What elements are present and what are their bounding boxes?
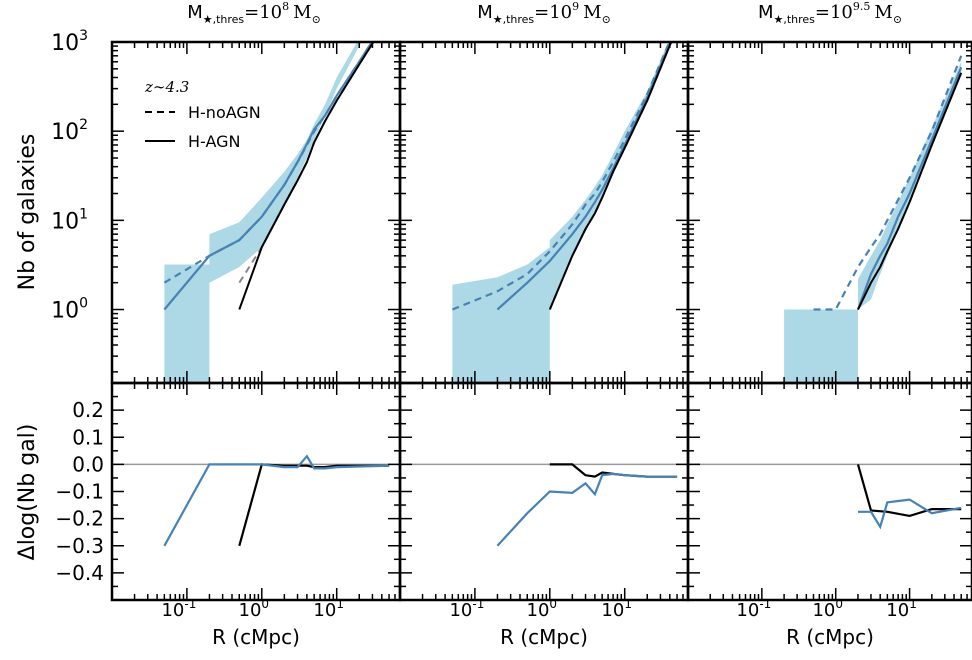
- series-line-blue-dashed: [813, 55, 963, 311]
- bottom-axes-frame: [686, 381, 972, 602]
- x-tick-label: 101: [601, 597, 632, 621]
- y-tick-label-bottom: 0.0: [72, 452, 104, 476]
- x-tick-label: 100: [527, 597, 558, 621]
- y-tick-label-bottom: −0.3: [55, 534, 104, 558]
- panel-3: 10-1 100 101 R (cMpc) M★,thres=109.5 M⊙: [686, 0, 972, 649]
- y-tick-label-bottom: −0.2: [55, 507, 104, 531]
- x-tick-label: 101: [886, 597, 917, 621]
- confidence-band: [452, 42, 672, 383]
- delta-line-blue: [496, 472, 678, 547]
- series-line-blue-solid: [163, 42, 374, 311]
- delta-line-blue: [163, 454, 390, 547]
- x-ticks: [687, 42, 972, 600]
- panel-1: 10-1 100 101 R (cMpc) M★,thres=108 M⊙ 100 101 10…: [51, 0, 402, 649]
- y-ticks-bottom: [400, 395, 688, 588]
- y-tick-label-bottom: 0.1: [72, 425, 104, 449]
- series-line-blue-solid: [856, 66, 963, 310]
- confidence-band: [164, 42, 362, 383]
- y-ticks-bottom: [688, 395, 972, 588]
- bottom-axes-frame: [398, 381, 690, 602]
- x-tick-label: 100: [239, 597, 270, 621]
- y-axis-label-top: Nb of galaxies: [15, 134, 40, 291]
- confidence-band: [784, 61, 962, 383]
- series-line-black-solid: [857, 72, 963, 310]
- x-tick-label: 10-1: [736, 597, 771, 621]
- series-line-black-solid: [548, 42, 673, 310]
- series-line-blue-solid: [496, 42, 672, 311]
- x-tick-label: 10-1: [449, 597, 484, 621]
- x-axis-label: R (cMpc): [500, 625, 588, 649]
- x-ticks: [111, 42, 401, 600]
- legend: z∼4.3 H-noAGN H-AGN: [144, 78, 261, 151]
- y-tick-label-top: 100: [51, 296, 88, 324]
- bottom-axes-frame: [110, 381, 402, 602]
- panel-title: M★,thres=109.5 M⊙: [758, 0, 902, 26]
- delta-line-black: [238, 463, 390, 547]
- y-ticks-bottom: [112, 395, 400, 588]
- x-axis-label: R (cMpc): [212, 625, 300, 649]
- x-tick-label: 10-1: [161, 597, 196, 621]
- y-tick-label-bottom: 0.2: [72, 398, 104, 422]
- x-axis-label: R (cMpc): [786, 625, 874, 649]
- panel-title: M★,thres=108 M⊙: [187, 0, 321, 26]
- panel-2: 10-1 100 101 R (cMpc) M★,thres=109 M⊙: [398, 0, 690, 649]
- legend-label: H-noAGN: [188, 103, 261, 122]
- series-line-blue-dashed: [451, 42, 671, 311]
- legend-redshift: z∼4.3: [144, 78, 189, 96]
- x-tick-label: 101: [313, 597, 344, 621]
- y-tick-label-bottom: −0.1: [55, 480, 104, 504]
- y-ticks-top: [688, 41, 972, 373]
- y-tick-label-top: 103: [51, 28, 88, 56]
- x-tick-label: 100: [812, 597, 843, 621]
- panel-title: M★,thres=109 M⊙: [477, 0, 611, 26]
- y-tick-label-top: 101: [51, 206, 88, 234]
- delta-line-black: [856, 464, 962, 518]
- y-tick-label-top: 102: [51, 117, 88, 145]
- y-axis-label-bottom: Δlog(Nb gal): [15, 424, 40, 561]
- delta-line-blue: [858, 498, 962, 530]
- legend-label: H-AGN: [188, 132, 240, 151]
- series-line-black-solid: [238, 42, 375, 310]
- y-tick-label-bottom: −0.4: [55, 561, 104, 585]
